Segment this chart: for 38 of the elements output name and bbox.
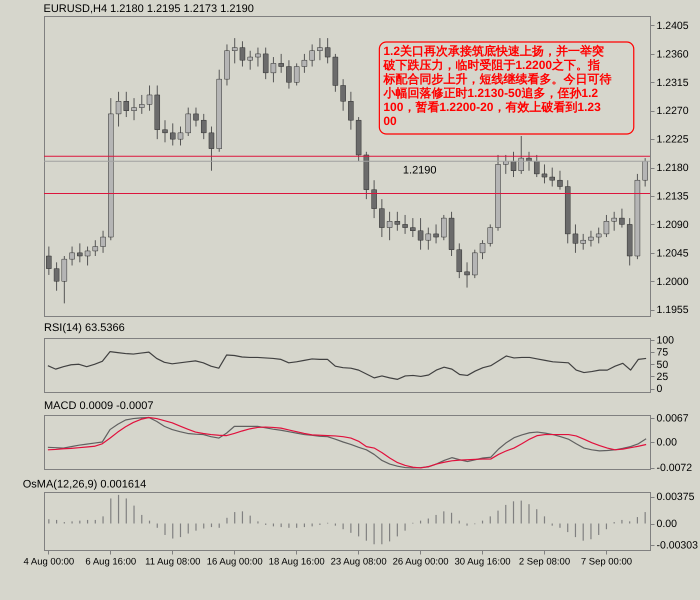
y-tick-label: 50 <box>656 358 668 371</box>
y-tick-label: 1.2270 <box>656 105 689 118</box>
x-tick-label: 2 Sep 08:00 <box>518 556 570 568</box>
y-tick-label: 1.2045 <box>656 247 689 260</box>
y-tick-label: 100 <box>656 334 674 346</box>
x-tick-label: 6 Aug 16:00 <box>85 556 136 568</box>
x-tick-label: 11 Aug 08:00 <box>145 556 200 568</box>
y-tick-label: 0.00 <box>656 518 678 530</box>
y-tick-label: 25 <box>656 370 668 383</box>
y-tick-label: -0.0072 <box>656 462 692 474</box>
y-tick-label: 0.00375 <box>656 491 695 504</box>
y-tick-label: -0.00303 <box>656 540 698 552</box>
y-tick-label: 1.2000 <box>656 276 689 288</box>
chart-title: EURUSD,H4 1.2180 1.2195 1.2173 1.2190 <box>44 3 254 15</box>
x-tick-label: 18 Aug 16:00 <box>268 556 325 568</box>
chart-title: RSI(14) 63.5366 <box>44 322 125 334</box>
x-tick-label: 16 Aug 00:00 <box>206 556 263 568</box>
y-tick-label: 1.2225 <box>656 134 689 146</box>
y-tick-label: 1.2090 <box>656 218 689 231</box>
x-tick-label: 30 Aug 16:00 <box>454 556 511 568</box>
x-tick-label: 26 Aug 00:00 <box>392 556 449 568</box>
y-tick-label: 0 <box>656 383 662 396</box>
y-tick-label: 0.0067 <box>656 412 689 425</box>
y-tick-label: 1.2135 <box>656 190 689 202</box>
x-tick-label: 4 Aug 00:00 <box>23 556 74 568</box>
y-tick-label: 75 <box>656 346 668 359</box>
y-tick-label: 1.2360 <box>656 48 689 60</box>
x-tick-label: 23 Aug 08:00 <box>330 556 387 568</box>
y-tick-label: 0.00 <box>656 436 678 448</box>
x-tick-label: 7 Sep 00:00 <box>580 556 632 568</box>
chart-title: OsMA(12,26,9) 0.001614 <box>22 478 146 491</box>
y-tick-label: 1.2405 <box>656 20 689 32</box>
chart-title: MACD 0.0009 -0.0007 <box>44 400 154 412</box>
ref-line-label: 1.2190 <box>402 164 437 176</box>
y-tick-label: 1.2315 <box>656 76 689 89</box>
y-tick-label: 1.1955 <box>656 304 689 316</box>
y-tick-label: 1.2180 <box>656 162 689 174</box>
annotation: 1.2关口再次承接筑底快速上扬，并一举突破下跌压力，临时受阻于1.2200之下。指标配合同步上升，短线继续看多。今日可待小幅回落修正时1.2130-50追多，侄孙1.2100，暂看1.2200-20，有效上破看到1.2300 <box>382 44 612 128</box>
